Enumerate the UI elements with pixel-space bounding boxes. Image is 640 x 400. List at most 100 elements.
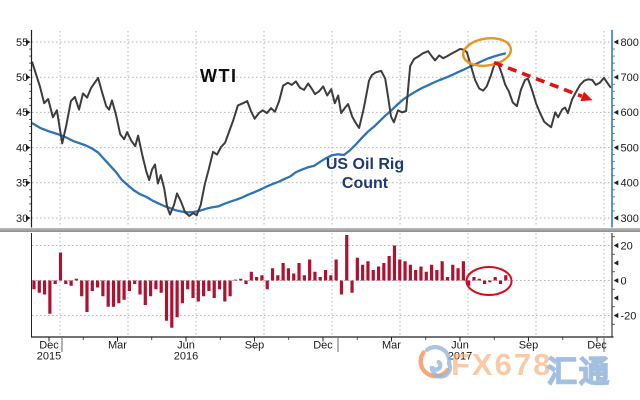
rig-last-value-badge: 768 xyxy=(618,48,634,60)
weekly-change-bar xyxy=(270,268,275,281)
weekly-change-bar xyxy=(493,277,497,281)
weekly-change-bar xyxy=(58,252,63,281)
left-axis-label: 30 xyxy=(16,213,28,225)
weekly-change-bar xyxy=(392,245,397,281)
x-axis-year-label: 2015 xyxy=(37,351,61,363)
weekly-change-bar xyxy=(265,280,269,290)
left-axis-tick xyxy=(26,180,31,186)
weekly-change-bar xyxy=(504,275,508,281)
weekly-change-bar xyxy=(276,275,280,281)
weekly-change-bar xyxy=(196,280,200,302)
x-axis-month-label: Dec xyxy=(313,340,333,352)
weekly-change-bar xyxy=(334,259,338,281)
weekly-change-bar xyxy=(170,280,174,328)
weekly-change-bar xyxy=(239,278,243,281)
right-axis-label: 700 xyxy=(621,72,639,84)
watermark-brand-text: FX678 xyxy=(451,347,553,382)
wti-series-label: WTI xyxy=(200,66,238,86)
weekly-change-bar xyxy=(435,270,439,281)
weekly-change-bar xyxy=(419,266,423,281)
weekly-change-bar xyxy=(286,268,291,281)
weekly-change-bar xyxy=(111,280,116,307)
bottom-right-axis-tick xyxy=(613,277,619,284)
x-axis-month-label: Jun xyxy=(177,340,195,352)
weekly-change-bar xyxy=(74,278,78,281)
weekly-change-bar xyxy=(127,280,131,291)
weekly-change-bar xyxy=(143,280,147,305)
right-axis-tick xyxy=(613,74,619,80)
weekly-change-bar xyxy=(398,259,402,281)
weekly-change-bar xyxy=(424,271,428,281)
weekly-change-bar xyxy=(95,280,100,288)
weekly-change-bar xyxy=(318,277,322,281)
weekly-change-bar xyxy=(191,280,195,298)
right-axis-tick xyxy=(613,109,619,115)
weekly-change-bar xyxy=(451,264,455,281)
weekly-change-bar xyxy=(371,270,375,281)
weekly-change-bar xyxy=(133,280,137,284)
weekly-change-bar xyxy=(472,277,476,281)
x-axis-month-label: Jun xyxy=(451,340,469,352)
weekly-change-bar xyxy=(361,264,365,281)
weekly-change-bar xyxy=(42,280,47,295)
x-axis-year-label: 2017 xyxy=(448,351,472,363)
wti-last-value-badge: 48.49 xyxy=(3,82,28,94)
weekly-change-bar xyxy=(53,280,57,284)
right-axis-tick xyxy=(613,39,619,45)
weekly-change-bar xyxy=(302,275,306,281)
wti-line xyxy=(31,48,612,217)
weekly-change-bar xyxy=(339,280,344,295)
highlight-ellipse-bottom xyxy=(465,266,513,296)
weekly-change-bar xyxy=(212,280,216,298)
right-axis-label: 600 xyxy=(621,107,639,119)
bottom-right-axis-tick xyxy=(613,242,619,249)
weekly-change-bar xyxy=(260,275,264,281)
weekly-change-bar xyxy=(101,280,105,297)
weekly-change-bar xyxy=(387,256,391,281)
weekly-change-bar xyxy=(308,259,312,281)
weekly-change-bar xyxy=(403,261,407,281)
weekly-change-bar xyxy=(64,280,68,284)
weekly-change-bar xyxy=(429,264,434,281)
weekly-change-bar xyxy=(69,280,73,286)
weekly-change-bar xyxy=(445,277,450,281)
weekly-change-bar xyxy=(180,280,185,304)
weekly-change-bar xyxy=(48,280,52,314)
bottom-right-axis-tick xyxy=(613,260,619,266)
weekly-change-bar xyxy=(159,280,163,293)
x-axis-month-label: Dec xyxy=(39,340,59,352)
x-axis-month-label: Dec xyxy=(587,340,607,352)
weekly-change-bar xyxy=(498,280,503,284)
weekly-change-bar xyxy=(456,268,460,281)
weekly-change-bar xyxy=(366,261,370,281)
weekly-change-bar xyxy=(382,263,386,281)
weekly-change-bar xyxy=(408,264,412,281)
rig-count-series-label: US Oil Rig Count xyxy=(296,155,434,193)
right-axis-tick xyxy=(613,145,619,151)
weekly-change-bar xyxy=(154,280,158,290)
weekly-change-bar xyxy=(138,280,142,295)
weekly-change-bar xyxy=(323,270,328,281)
left-axis-tick xyxy=(26,215,31,221)
watermark-brand-cn-text: 汇通网 xyxy=(546,355,611,400)
rig-count-label-line2: Count xyxy=(341,175,389,192)
weekly-change-bar xyxy=(207,280,211,291)
weekly-change-bar xyxy=(164,280,169,321)
weekly-change-bar xyxy=(122,280,126,300)
weekly-change-bar xyxy=(440,261,444,281)
left-axis-tick xyxy=(26,145,31,151)
weekly-change-bar xyxy=(148,280,153,297)
weekly-change-bar xyxy=(376,266,381,281)
right-axis-label: 500 xyxy=(621,142,639,154)
highlight-ellipse-top xyxy=(461,37,513,67)
right-axis-tick xyxy=(613,180,619,186)
left-axis-label: 55 xyxy=(16,37,28,49)
left-axis-tick xyxy=(26,74,31,80)
weekly-change-bar xyxy=(297,263,301,281)
weekly-change-bar xyxy=(175,280,179,318)
weekly-change-bar xyxy=(244,280,248,284)
weekly-change-bar xyxy=(355,257,359,281)
weekly-change-bar xyxy=(186,280,190,290)
x-axis-year-label: 2016 xyxy=(174,351,198,363)
weekly-change-bar xyxy=(329,275,333,281)
